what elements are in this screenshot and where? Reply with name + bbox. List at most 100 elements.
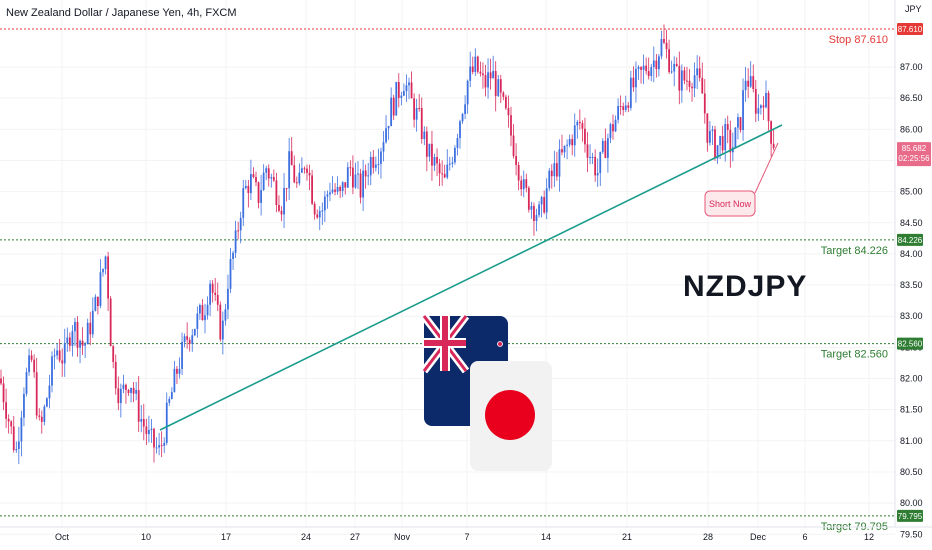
candle-body: [683, 70, 686, 81]
candle-body: [752, 76, 755, 90]
time-tick-label: 7: [464, 532, 469, 542]
candle-body: [339, 186, 342, 191]
candle-body: [252, 174, 255, 178]
candle-body: [323, 196, 326, 211]
candle-body: [364, 170, 367, 177]
candle-body: [400, 95, 403, 98]
candle-body: [691, 86, 693, 89]
candle-body: [390, 97, 393, 127]
candle-body: [568, 139, 571, 145]
candle-body: [168, 399, 171, 403]
candle-body: [234, 230, 237, 253]
candle-body: [53, 355, 56, 357]
candle-body: [448, 163, 451, 165]
candle-body: [413, 98, 415, 120]
time-tick-label: Oct: [55, 532, 70, 542]
candle-body: [629, 77, 632, 108]
candle-body: [742, 90, 744, 131]
candle-body: [267, 168, 270, 179]
candle-body: [693, 75, 696, 89]
candle-body: [125, 384, 127, 391]
candle-body: [352, 167, 354, 188]
candle-body: [150, 428, 153, 431]
candle-body: [239, 217, 242, 231]
candle-body: [499, 79, 502, 93]
candle-body: [642, 65, 645, 70]
candle-body: [40, 416, 43, 422]
time-tick-label: 27: [350, 532, 360, 542]
chart-title: New Zealand Dollar / Japanese Yen, 4h, F…: [6, 7, 237, 19]
candle-body: [99, 272, 102, 306]
candle-body: [711, 129, 714, 131]
candle-body: [484, 75, 487, 88]
candle-body: [148, 430, 150, 435]
candle-body: [17, 441, 20, 449]
candle-body: [278, 204, 280, 211]
candle-body: [660, 38, 663, 57]
candle-body: [573, 125, 576, 146]
candle-body: [668, 49, 670, 72]
time-tick-label: Dec: [750, 532, 767, 542]
candle-body: [576, 121, 579, 126]
candle-body: [114, 361, 117, 389]
price-badge-text: 84.226: [898, 236, 923, 245]
candle-body: [604, 140, 607, 158]
candle-body: [260, 190, 262, 203]
candle-body: [227, 288, 229, 310]
current-price-badge: [897, 142, 931, 167]
candle-body: [33, 359, 36, 373]
candle-body: [548, 170, 551, 189]
candle-body: [397, 82, 400, 98]
candle-body: [20, 417, 23, 442]
candle-body: [191, 335, 194, 344]
trendline: [159, 124, 783, 431]
candle-body: [505, 96, 507, 109]
time-axis[interactable]: Oct 10 17 24 27 Nov 7 14 21 28 Dec 6 12: [0, 526, 932, 542]
candle-body: [530, 205, 533, 210]
candle-body: [68, 337, 71, 346]
candle-body: [507, 108, 510, 116]
price-tick-label: 80.50: [900, 467, 923, 477]
candle-body: [553, 163, 556, 177]
candle-body: [545, 188, 548, 213]
jpy-flag-icon: [470, 361, 552, 471]
candle-body: [663, 38, 665, 43]
candle-body: [533, 205, 535, 222]
candle-body: [354, 174, 357, 188]
candle-body: [38, 415, 41, 417]
candle-body: [456, 138, 459, 148]
price-tick-label: 81.50: [900, 405, 923, 415]
candle-body: [466, 80, 469, 105]
candle-body: [329, 192, 331, 195]
candle-body: [474, 56, 477, 73]
candle-body: [454, 147, 456, 163]
price-tick-label: 83.50: [900, 280, 923, 290]
candle-body: [675, 63, 678, 66]
candle-body: [214, 292, 217, 295]
candle-body: [377, 163, 380, 165]
candle-body: [135, 390, 138, 394]
candle-body: [459, 121, 461, 139]
short-now-annotation: Short Now: [704, 142, 779, 217]
candle-body: [680, 70, 683, 91]
candle-body: [158, 445, 160, 448]
candle-body: [242, 188, 245, 218]
candle-body: [229, 259, 232, 289]
candle-body: [385, 128, 387, 143]
candle-body: [341, 182, 344, 191]
candle-body: [527, 187, 530, 210]
candle-body: [216, 294, 219, 305]
candle-body: [104, 256, 107, 270]
candle-body: [703, 93, 706, 114]
candle-body: [12, 426, 15, 451]
price-tick-label: 86.00: [900, 124, 923, 134]
candle-body: [293, 165, 296, 183]
candle-body: [446, 164, 449, 178]
candle-body: [326, 194, 329, 197]
trend-line: [159, 124, 783, 431]
candle-body: [619, 106, 622, 108]
price-tick-label: 87.00: [900, 62, 923, 72]
candle-body: [153, 428, 155, 448]
